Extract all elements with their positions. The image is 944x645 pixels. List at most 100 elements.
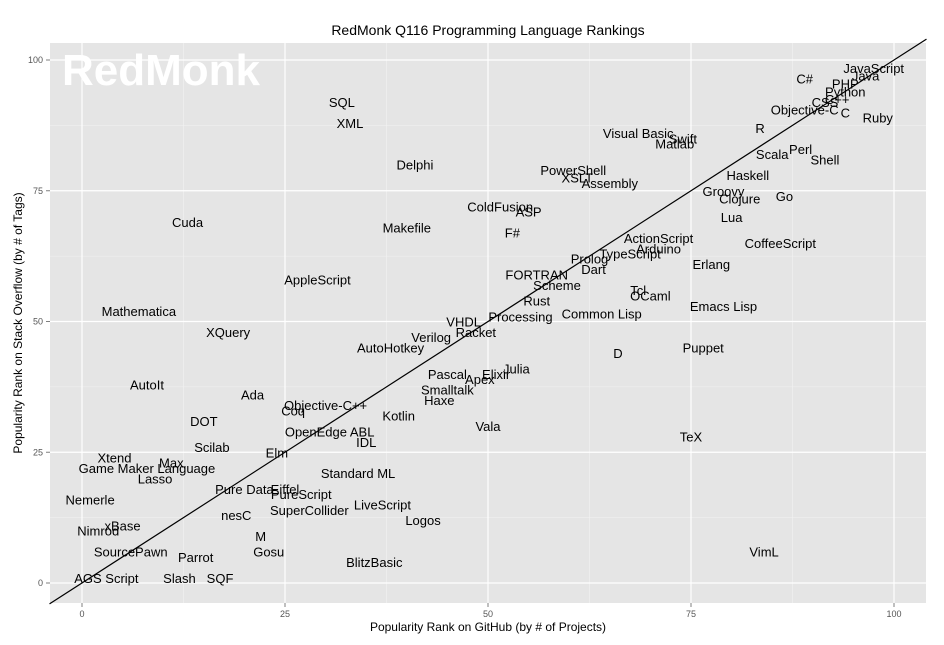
point-label: Pure Data	[215, 482, 274, 497]
point-label: Go	[776, 189, 793, 204]
point-label: Delphi	[396, 158, 433, 173]
point-label: Slash	[163, 571, 196, 586]
point-label: CSS	[812, 95, 839, 110]
point-label: Matlab	[655, 137, 694, 152]
point-label: Scala	[756, 147, 789, 162]
x-axis-title: Popularity Rank on GitHub (by # of Proje…	[370, 620, 606, 634]
point-label: Apex	[465, 372, 495, 387]
point-label: VimL	[749, 545, 778, 560]
y-tick-label: 75	[33, 186, 43, 196]
point-label: Shell	[811, 152, 840, 167]
point-label: C++	[825, 92, 850, 107]
point-label: Smalltalk	[421, 382, 474, 397]
point-label: Common Lisp	[562, 307, 642, 322]
x-tick-label: 100	[886, 609, 901, 619]
y-tick-label: 25	[33, 447, 43, 457]
point-label: AppleScript	[284, 273, 351, 288]
point-label: Processing	[488, 309, 552, 324]
point-label: Eiffel	[271, 482, 300, 497]
point-label: Lua	[721, 210, 743, 225]
point-label: Logos	[405, 513, 441, 528]
point-label: TypeScript	[599, 247, 661, 262]
point-label: Arduino	[636, 241, 681, 256]
point-label: Cuda	[172, 215, 204, 230]
point-label: Objective-C++	[284, 398, 367, 413]
point-label: Tcl	[630, 283, 646, 298]
point-label: Visual Basic	[603, 126, 674, 141]
point-label: nesC	[221, 508, 251, 523]
point-label: OpenEdge ABL	[285, 424, 375, 439]
point-label: C#	[796, 71, 813, 86]
point-label: LiveScript	[354, 498, 411, 513]
grid-lines	[50, 43, 926, 603]
point-label: Nimrod	[77, 524, 119, 539]
point-label: Parrot	[178, 550, 214, 565]
point-label: ASP	[516, 205, 542, 220]
point-label: CoffeeScript	[745, 236, 817, 251]
point-label: D	[613, 346, 622, 361]
point-label: Java	[852, 69, 880, 84]
point-label: SQF	[207, 571, 234, 586]
y-tick-label: 50	[33, 317, 43, 327]
point-label: ColdFusion	[467, 199, 533, 214]
point-label: F#	[505, 226, 521, 241]
point-label: Mathematica	[102, 304, 177, 319]
point-label: Julia	[503, 362, 531, 377]
point-label: ActionScript	[624, 231, 694, 246]
point-label: XQuery	[206, 325, 251, 340]
point-label: AGS Script	[74, 571, 139, 586]
y-tick-label: 0	[38, 578, 43, 588]
point-label: Ada	[241, 388, 265, 403]
point-label: xBase	[105, 518, 141, 533]
point-label: Pascal	[428, 367, 467, 382]
point-label: JavaScript	[843, 61, 904, 76]
point-label: IDL	[356, 435, 376, 450]
point-label: XSLT	[562, 171, 594, 186]
chart-title: RedMonk Q116 Programming Language Rankin…	[331, 22, 644, 38]
point-label: PowerShell	[540, 163, 606, 178]
point-label: PureScript	[271, 487, 332, 502]
point-label: R	[755, 121, 764, 136]
point-label: SQL	[329, 95, 355, 110]
point-label: TeX	[680, 430, 703, 445]
x-tick-label: 50	[483, 609, 493, 619]
point-label: Dart	[581, 262, 606, 277]
point-label: Rust	[523, 294, 550, 309]
point-label: VHDL	[446, 315, 481, 330]
point-label: M	[255, 529, 266, 544]
point-label: Prolog	[571, 252, 609, 267]
point-label: Standard ML	[321, 466, 395, 481]
point-label: Python	[825, 84, 865, 99]
point-label: SourcePawn	[94, 545, 168, 560]
point-label: Groovy	[703, 184, 745, 199]
point-label: Elm	[266, 445, 288, 460]
x-tick-label: 75	[686, 609, 696, 619]
point-label: Max	[159, 456, 184, 471]
point-label: Kotlin	[382, 409, 415, 424]
point-label: Vala	[475, 419, 501, 434]
x-tick-label: 25	[280, 609, 290, 619]
point-label: Scilab	[194, 440, 229, 455]
point-label: Objective-C	[771, 103, 839, 118]
point-label: Scheme	[533, 278, 581, 293]
x-tick-label: 0	[79, 609, 84, 619]
point-label: Lasso	[138, 471, 173, 486]
axis-ticks: 0 25 50 75 100 0 25 50 75 100	[28, 55, 902, 619]
point-label: Nemerle	[66, 492, 115, 507]
point-label: OCaml	[630, 288, 671, 303]
point-label: Puppet	[683, 341, 725, 356]
point-label: Haxe	[424, 393, 454, 408]
point-label: Assembly	[582, 176, 639, 191]
y-tick-label: 100	[28, 55, 43, 65]
point-label: Xtend	[97, 450, 131, 465]
point-label: AutoHotkey	[357, 341, 425, 356]
point-label: C	[841, 105, 850, 120]
point-label: Verilog	[411, 330, 451, 345]
point-label: FORTRAN	[505, 267, 568, 282]
point-label: Game Maker Language	[79, 461, 216, 476]
reference-diagonal-line	[49, 38, 927, 605]
point-label: Ruby	[863, 111, 894, 126]
point-label: Emacs Lisp	[690, 299, 757, 314]
point-label: AutoIt	[130, 377, 164, 392]
